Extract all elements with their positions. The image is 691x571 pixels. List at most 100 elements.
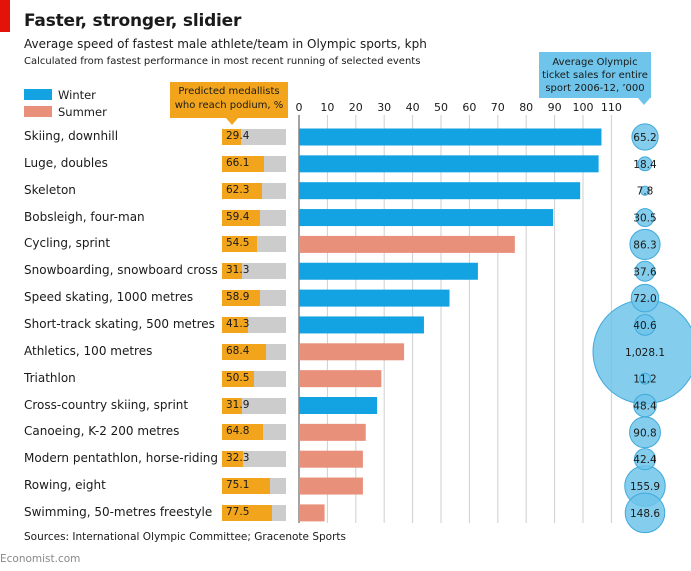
ticket-bubble [624,492,666,534]
ticket-value: 86.3 [633,239,656,251]
predicted-value: 64.8 [226,425,250,438]
speed-bar [299,450,363,468]
predicted-value: 29.4 [226,130,250,142]
speed-bar [299,504,325,522]
ticket-header: Average Olympic ticket sales for entire … [539,52,651,98]
predicted-value: 59.4 [226,210,250,223]
ticket-value: 48.4 [633,401,657,413]
predicted-value: 54.5 [226,237,250,250]
row-label: Cross-country skiing, sprint [24,397,189,412]
predicted-fill [222,424,264,441]
speed-bar [299,289,450,307]
predicted-track: 50.5 [222,370,286,387]
predicted-value: 32.3 [226,452,250,465]
ticket-value: 37.6 [633,266,657,278]
speed-bar [299,209,554,227]
ticket-value: 11.2 [633,374,656,386]
predicted-fill [222,343,266,360]
predicted-fill [222,182,262,199]
ticket-bubble [639,372,651,385]
predicted-value: 31.9 [226,398,250,411]
legend-label-winter: Winter [58,87,96,102]
speed-bar [299,155,599,173]
predicted-value: 50.5 [226,371,250,384]
ticket-value: 148.6 [630,508,660,520]
row-label: Bobsleigh, four-man [24,209,145,224]
ticket-header-arrow [638,98,650,105]
tick-label: 90 [548,101,562,114]
predicted-fill [222,236,257,253]
ticket-value: 65.2 [633,132,656,144]
row-label: Luge, doubles [24,155,108,170]
predicted-fill [222,451,243,468]
tick-label: 20 [349,101,363,114]
ticket-value: 42.4 [633,454,657,466]
tick-label: 60 [462,101,476,114]
speed-bar [299,423,366,441]
predicted-fill [222,155,265,172]
predicted-track: 31.9 [222,397,286,414]
ticket-bubble [639,185,651,196]
predicted-value: 58.9 [226,291,250,304]
ticket-value: 7.8 [637,186,654,198]
ticket-bubble [634,314,656,336]
row-label: Short-track skating, 500 metres [24,316,215,331]
speed-bar [299,182,581,200]
predicted-track: 66.1 [222,155,286,172]
speed-bar [299,370,382,388]
ticket-bubble [633,393,657,418]
ticket-bubble [630,283,660,313]
chart-subtitle: Average speed of fastest male athlete/te… [24,37,427,51]
predicted-track: 41.3 [222,316,286,333]
row-label: Skiing, downhill [24,129,119,143]
tick-label: 30 [377,101,391,114]
row-label: Canoeing, K-2 200 metres [24,424,180,439]
predicted-track: 64.8 [222,424,286,441]
brand-label: Economist.com [0,553,81,565]
predicted-track: 68.4 [222,343,286,360]
ticket-value: 18.4 [633,159,657,171]
row-label: Snowboarding, snowboard cross [24,263,218,278]
predicted-header: Predicted medallists who reach podium, % [170,82,288,118]
predicted-track: 54.5 [222,236,286,253]
predicted-track: 58.9 [222,290,286,307]
legend-item-winter: Winter [24,86,107,103]
predicted-fill [222,290,260,307]
tick-label: 0 [296,101,303,114]
tick-label: 40 [406,101,420,114]
predicted-track: 29.4 [222,129,286,145]
legend-swatch-summer [24,106,52,117]
predicted-value: 75.1 [226,479,250,492]
ticket-bubble [629,228,661,260]
row-label: Modern pentathlon, horse-riding [24,451,219,466]
predicted-value: 66.1 [226,156,250,169]
tick-label: 80 [519,101,533,114]
predicted-track: 59.4 [222,209,286,226]
ticket-bubble [637,156,653,172]
speed-bar [299,262,478,280]
ticket-bubble [633,448,657,471]
predicted-value: 77.5 [226,505,250,518]
ticket-value: 30.5 [633,213,656,225]
ticket-bubble [634,260,656,282]
legend-swatch-winter [24,89,52,100]
brand-red-bar [0,0,10,32]
ticket-value: 72.0 [633,293,656,305]
predicted-fill [222,209,261,226]
row-label: Skeleton [24,182,76,197]
predicted-header-arrow [226,118,238,125]
ticket-value: 1,028.1 [625,347,665,359]
ticket-bubble [631,123,659,151]
predicted-fill [222,370,255,387]
predicted-value: 68.4 [226,344,250,357]
row-label: Athletics, 100 metres [24,343,153,358]
ticket-bubble [635,208,655,228]
predicted-fill [222,478,271,495]
speed-bar [299,235,515,253]
predicted-fill [222,397,243,414]
predicted-track: 32.3 [222,451,286,468]
row-label: Speed skating, 1000 metres [24,290,194,305]
speed-bar [299,397,378,414]
ticket-value: 155.9 [630,481,660,493]
